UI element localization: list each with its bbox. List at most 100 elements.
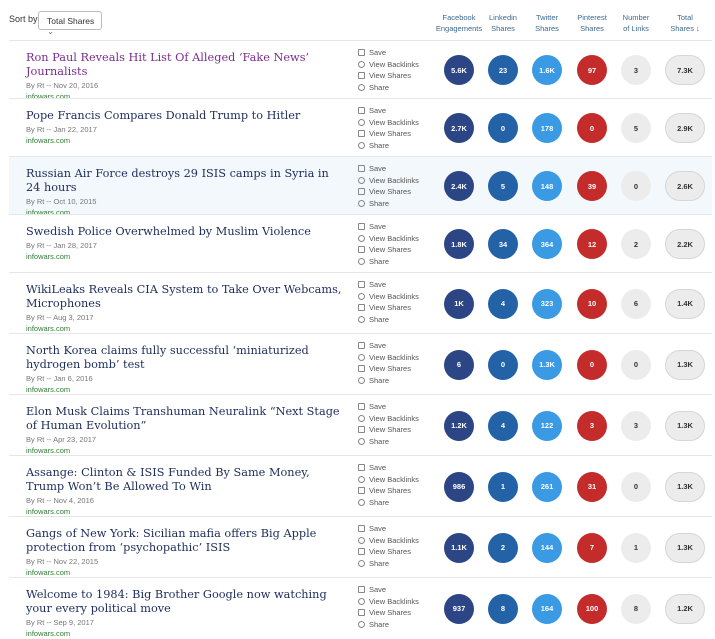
action-2[interactable]: View Shares: [358, 485, 411, 497]
action-1[interactable]: View Backlinks: [358, 596, 419, 608]
action-2[interactable]: View Shares: [358, 186, 411, 198]
action-icon: [358, 118, 365, 126]
column-header[interactable]: Linkedin Shares: [478, 12, 528, 34]
metric-badge: 1K: [444, 288, 474, 319]
action-3[interactable]: Share: [358, 314, 389, 326]
action-label: View Backlinks: [369, 233, 419, 243]
column-header-line: Shares ↓: [670, 24, 700, 33]
action-3[interactable]: Share: [358, 375, 389, 387]
action-0[interactable]: Save: [358, 340, 386, 352]
metric-badge: 3: [621, 410, 651, 441]
metric-badge: 364: [532, 229, 562, 259]
article-title[interactable]: Pope Francis Compares Donald Trump to Hi…: [26, 109, 301, 122]
action-2[interactable]: View Shares: [358, 546, 411, 558]
action-3[interactable]: Share: [358, 198, 389, 210]
column-header[interactable]: Facebook Engagements: [434, 12, 484, 34]
domain[interactable]: infowars.com: [26, 252, 71, 261]
action-2[interactable]: View Shares: [358, 363, 411, 375]
action-icon: [358, 107, 365, 114]
action-0[interactable]: Save: [358, 163, 386, 175]
domain[interactable]: infowars.com: [26, 324, 71, 333]
article-title[interactable]: Elon Musk Claims Transhuman Neuralink “N…: [26, 405, 340, 432]
column-header-line: Total: [677, 13, 693, 22]
domain[interactable]: infowars.com: [26, 136, 71, 145]
action-label: View Shares: [369, 547, 411, 556]
article-info: Russian Air Force destroys 29 ISIS camps…: [26, 167, 346, 218]
article-info: Pope Francis Compares Donald Trump to Hi…: [26, 109, 346, 146]
column-header[interactable]: Twitter Shares: [522, 12, 572, 34]
action-icon: [358, 365, 365, 372]
domain[interactable]: infowars.com: [26, 385, 71, 394]
action-0[interactable]: Save: [358, 584, 386, 596]
article-title[interactable]: WikiLeaks Reveals CIA System to Take Ove…: [26, 283, 342, 310]
byline: By Rt -- Aug 3, 2017: [26, 313, 94, 322]
column-header[interactable]: Number of Links: [611, 12, 661, 34]
metric-badge: 1.3K: [665, 349, 705, 380]
action-0[interactable]: Save: [358, 523, 386, 535]
action-1[interactable]: View Backlinks: [358, 413, 419, 425]
byline: By Rt -- Jan 28, 2017: [26, 241, 97, 250]
action-1[interactable]: View Backlinks: [358, 233, 419, 245]
article-title[interactable]: Gangs of New York: Sicilian mafia offers…: [26, 527, 317, 554]
action-1[interactable]: View Backlinks: [358, 474, 419, 486]
action-1[interactable]: View Backlinks: [358, 59, 419, 71]
action-1[interactable]: View Backlinks: [358, 352, 419, 364]
action-0[interactable]: Save: [358, 221, 386, 233]
article-title[interactable]: Russian Air Force destroys 29 ISIS camps…: [26, 167, 329, 194]
action-label: View Shares: [369, 245, 411, 254]
action-0[interactable]: Save: [358, 105, 386, 117]
metric-badge: 8: [621, 593, 651, 624]
action-label: View Shares: [369, 303, 411, 312]
article-title[interactable]: Welcome to 1984: Big Brother Google now …: [26, 588, 327, 615]
article-title[interactable]: North Korea claims fully successful ‘min…: [26, 344, 309, 371]
result-row: Gangs of New York: Sicilian mafia offers…: [9, 516, 712, 577]
action-0[interactable]: Save: [358, 401, 386, 413]
domain[interactable]: infowars.com: [26, 507, 71, 516]
sort-dropdown[interactable]: Total Shares ⌄: [38, 11, 102, 36]
action-2[interactable]: View Shares: [358, 424, 411, 436]
metric-badge: 1.2K: [665, 593, 705, 624]
action-1[interactable]: View Backlinks: [358, 175, 419, 187]
article-title[interactable]: Assange: Clinton & ISIS Funded By Same M…: [26, 466, 310, 493]
result-row: Swedish Police Overwhelmed by Muslim Vio…: [9, 214, 712, 272]
action-label: Save: [369, 585, 387, 594]
domain[interactable]: infowars.com: [26, 208, 71, 217]
action-3[interactable]: Share: [358, 619, 389, 631]
action-icon: [358, 475, 365, 483]
domain[interactable]: infowars.com: [26, 92, 71, 101]
domain[interactable]: infowars.com: [26, 446, 71, 455]
metric-badge: 4: [488, 410, 518, 441]
action-icon: [358, 437, 365, 445]
metric-badge: 0: [621, 171, 651, 201]
action-0[interactable]: Save: [358, 462, 386, 474]
action-2[interactable]: View Shares: [358, 302, 411, 314]
action-1[interactable]: View Backlinks: [358, 291, 419, 303]
article-title[interactable]: Swedish Police Overwhelmed by Muslim Vio…: [26, 225, 311, 238]
action-1[interactable]: View Backlinks: [358, 117, 419, 129]
action-2[interactable]: View Shares: [358, 607, 411, 619]
article-title[interactable]: Ron Paul Reveals Hit List Of Alleged ‘Fa…: [26, 51, 310, 78]
action-3[interactable]: Share: [358, 82, 389, 94]
action-2[interactable]: View Shares: [358, 244, 411, 256]
action-icon: [358, 426, 365, 433]
action-0[interactable]: Save: [358, 47, 386, 59]
column-header[interactable]: Total Shares ↓: [660, 12, 710, 34]
article-info: WikiLeaks Reveals CIA System to Take Ove…: [26, 283, 346, 334]
column-header[interactable]: Pinterest Shares: [567, 12, 617, 34]
action-2[interactable]: View Shares: [358, 128, 411, 140]
action-1[interactable]: View Backlinks: [358, 535, 419, 547]
action-3[interactable]: Share: [358, 436, 389, 448]
domain[interactable]: infowars.com: [26, 568, 71, 577]
action-label: View Backlinks: [369, 474, 419, 484]
metric-badge: 1.6K: [532, 55, 562, 85]
action-3[interactable]: Share: [358, 558, 389, 570]
action-icon: [358, 525, 365, 532]
byline: By Rt -- Oct 10, 2015: [26, 197, 97, 206]
action-3[interactable]: Share: [358, 140, 389, 152]
action-3[interactable]: Share: [358, 497, 389, 509]
metric-badge: 261: [532, 471, 562, 502]
action-0[interactable]: Save: [358, 279, 386, 291]
action-3[interactable]: Share: [358, 256, 389, 268]
action-2[interactable]: View Shares: [358, 70, 411, 82]
domain[interactable]: infowars.com: [26, 629, 71, 638]
